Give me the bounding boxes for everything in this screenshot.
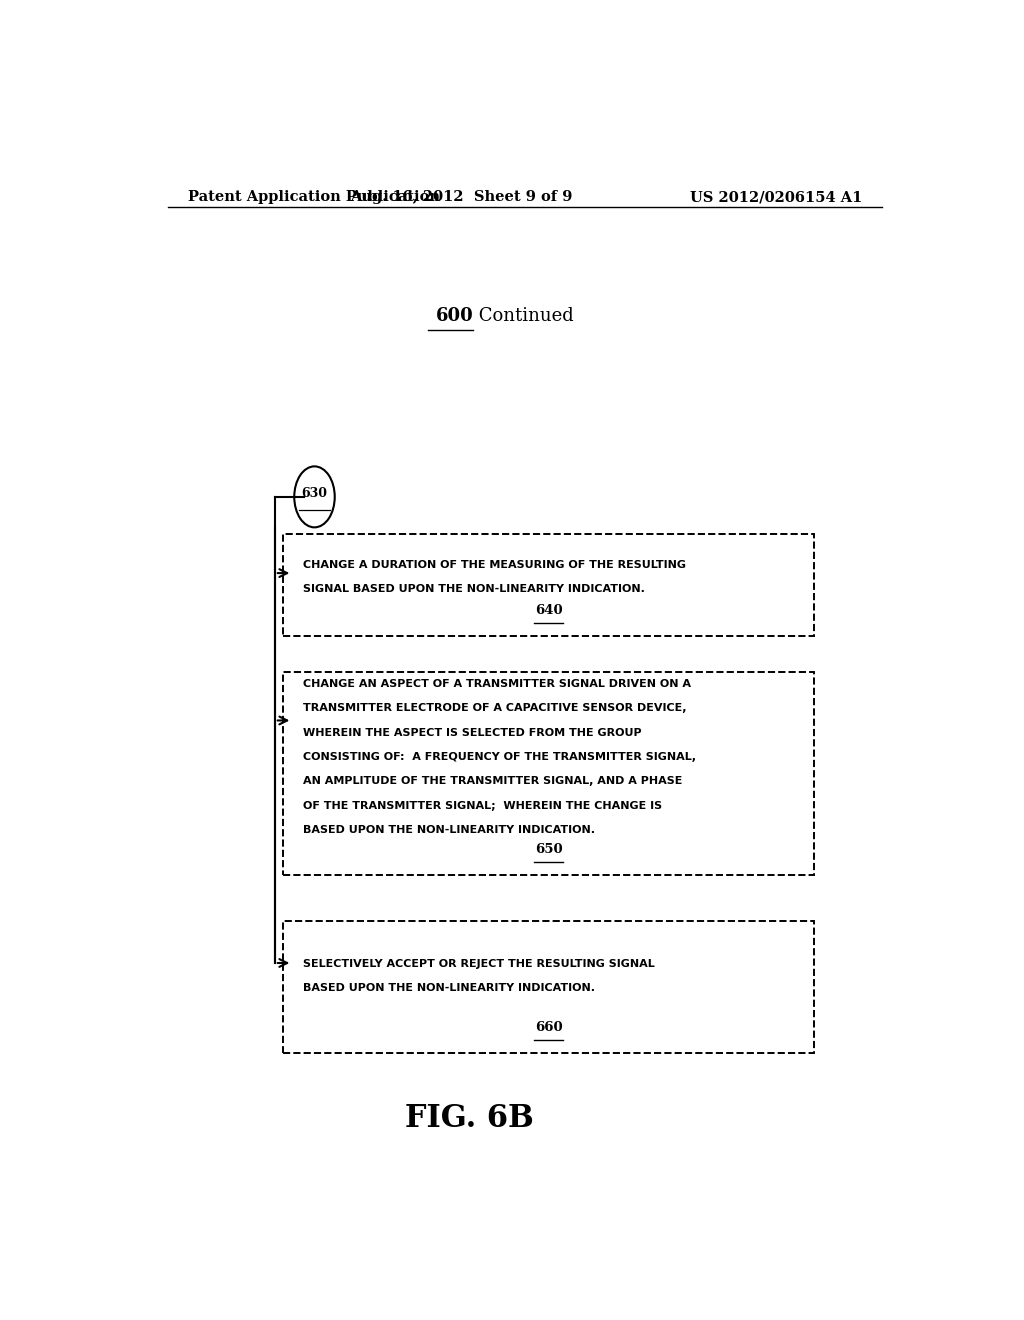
Text: 630: 630 [301, 487, 328, 500]
Text: Aug. 16, 2012  Sheet 9 of 9: Aug. 16, 2012 Sheet 9 of 9 [350, 190, 572, 205]
Text: BASED UPON THE NON-LINEARITY INDICATION.: BASED UPON THE NON-LINEARITY INDICATION. [303, 825, 595, 836]
Text: 660: 660 [535, 1020, 562, 1034]
Text: CONSISTING OF:  A FREQUENCY OF THE TRANSMITTER SIGNAL,: CONSISTING OF: A FREQUENCY OF THE TRANSM… [303, 752, 695, 762]
Text: OF THE TRANSMITTER SIGNAL;  WHEREIN THE CHANGE IS: OF THE TRANSMITTER SIGNAL; WHEREIN THE C… [303, 801, 662, 810]
Text: 640: 640 [535, 605, 562, 618]
Text: TRANSMITTER ELECTRODE OF A CAPACITIVE SENSOR DEVICE,: TRANSMITTER ELECTRODE OF A CAPACITIVE SE… [303, 704, 686, 713]
Text: 650: 650 [535, 843, 562, 857]
Text: FIG. 6B: FIG. 6B [404, 1104, 534, 1134]
Text: US 2012/0206154 A1: US 2012/0206154 A1 [690, 190, 862, 205]
Bar [283, 672, 814, 875]
Text: WHEREIN THE ASPECT IS SELECTED FROM THE GROUP: WHEREIN THE ASPECT IS SELECTED FROM THE … [303, 727, 641, 738]
Text: BASED UPON THE NON-LINEARITY INDICATION.: BASED UPON THE NON-LINEARITY INDICATION. [303, 983, 595, 994]
Bar [283, 921, 814, 1053]
Text: 600: 600 [435, 308, 473, 325]
Text: Patent Application Publication: Patent Application Publication [187, 190, 439, 205]
Text: Continued: Continued [473, 308, 574, 325]
Text: SIGNAL BASED UPON THE NON-LINEARITY INDICATION.: SIGNAL BASED UPON THE NON-LINEARITY INDI… [303, 585, 644, 594]
Text: SELECTIVELY ACCEPT OR REJECT THE RESULTING SIGNAL: SELECTIVELY ACCEPT OR REJECT THE RESULTI… [303, 960, 654, 969]
Text: CHANGE AN ASPECT OF A TRANSMITTER SIGNAL DRIVEN ON A: CHANGE AN ASPECT OF A TRANSMITTER SIGNAL… [303, 678, 690, 689]
Bar [283, 535, 814, 636]
Text: CHANGE A DURATION OF THE MEASURING OF THE RESULTING: CHANGE A DURATION OF THE MEASURING OF TH… [303, 560, 686, 570]
Text: AN AMPLITUDE OF THE TRANSMITTER SIGNAL, AND A PHASE: AN AMPLITUDE OF THE TRANSMITTER SIGNAL, … [303, 776, 682, 787]
